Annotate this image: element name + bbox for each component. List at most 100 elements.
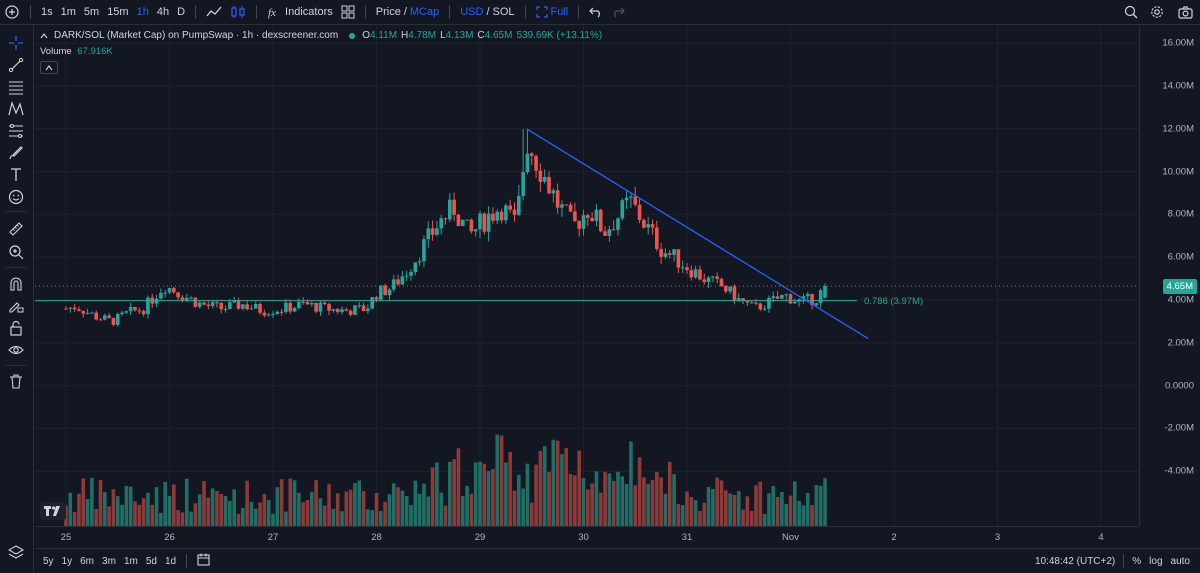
candle-body — [301, 301, 305, 303]
remove-drawings-tool[interactable] — [5, 370, 27, 392]
drawing-toolbar — [0, 25, 34, 573]
volume-bar — [68, 492, 73, 526]
candle-body — [133, 306, 137, 311]
candle-chart-type-button[interactable] — [226, 0, 250, 25]
volume-bar — [301, 502, 305, 526]
volume-bar — [141, 498, 146, 526]
candlestick-chart[interactable]: 0.786 (3.97M) — [35, 26, 1139, 526]
volume-bar — [517, 474, 521, 526]
divider — [186, 554, 188, 568]
range-6m-button[interactable]: 6m — [80, 555, 95, 567]
volume-bar — [279, 479, 284, 526]
price-mcap-toggle[interactable]: Price / MCap — [372, 0, 443, 25]
candle-body — [577, 221, 581, 229]
line-chart-type-button[interactable] — [202, 0, 226, 25]
collapse-legend-button[interactable] — [40, 61, 58, 74]
interval-1m-button[interactable]: 1m — [60, 6, 76, 18]
time-tick-label: 28 — [371, 532, 382, 543]
candle-body — [77, 309, 81, 311]
brush-tool[interactable] — [5, 142, 27, 164]
settings-button[interactable] — [1144, 0, 1170, 25]
volume-bar — [469, 493, 474, 526]
volume-bar — [788, 495, 793, 526]
slash: / — [486, 6, 490, 18]
range-5y-button[interactable]: 5y — [43, 555, 54, 567]
candle-body — [400, 276, 405, 285]
volume-bar — [133, 501, 137, 526]
candle-body — [284, 302, 288, 312]
full-button[interactable]: Full — [532, 0, 573, 25]
undo-button[interactable] — [585, 0, 607, 25]
object-tree-tool[interactable] — [5, 541, 27, 563]
high-value: 4.78M — [408, 30, 437, 41]
price-scale[interactable]: -4.00M -2.00M 0.0000 2.00M 4.00M 6.00M 8.00M 10… — [1139, 26, 1200, 526]
volume-bar — [159, 512, 163, 526]
candle-body — [568, 204, 573, 212]
zoom-tool[interactable] — [5, 241, 27, 263]
candle-body — [788, 294, 793, 304]
volume-bar — [616, 471, 620, 526]
candle-body — [314, 302, 318, 312]
volume-bar — [322, 505, 327, 526]
indicators-button[interactable]: fx Indicators — [263, 0, 337, 25]
screenshot-button[interactable] — [1170, 0, 1200, 25]
interval-5m-button[interactable]: 5m — [83, 6, 100, 18]
candle-body — [706, 277, 711, 283]
volume-bar — [749, 510, 754, 526]
hide-drawings-tool[interactable] — [5, 339, 27, 361]
currency-toggle[interactable]: USD / SOL — [456, 0, 518, 25]
quick-search-button[interactable] — [1118, 0, 1144, 25]
candle-body — [357, 305, 362, 307]
emoji-tool[interactable] — [5, 186, 27, 208]
volume-bar — [495, 434, 500, 526]
redo-button[interactable] — [607, 0, 629, 25]
candle-body — [491, 213, 495, 221]
range-5d-button[interactable]: 5d — [145, 555, 157, 567]
time-axis[interactable]: 25 26 27 28 29 30 31 Nov 2 3 4 — [35, 526, 1139, 548]
candle-body — [676, 249, 681, 268]
range-1m-button[interactable]: 1m — [123, 555, 138, 567]
pattern-tool[interactable] — [5, 98, 27, 120]
trendline-tool[interactable] — [5, 54, 27, 76]
clock[interactable]: 10:48:42 (UTC+2) — [1034, 555, 1116, 567]
projection-tool[interactable] — [5, 120, 27, 142]
candle-body — [146, 297, 150, 315]
layout-button[interactable] — [337, 0, 359, 25]
add-symbol-button[interactable] — [0, 0, 24, 25]
fullscreen-icon — [535, 6, 548, 18]
candle-body — [374, 297, 379, 300]
volume-bar — [193, 503, 198, 526]
candle-body — [482, 213, 487, 232]
interval-15m-button[interactable]: 15m — [107, 6, 129, 18]
volume-bar — [486, 471, 491, 526]
candle-body — [810, 293, 814, 306]
auto-toggle[interactable]: auto — [1170, 555, 1190, 567]
candle-body — [107, 315, 111, 318]
volume-bar — [784, 504, 788, 526]
volume-bar — [793, 481, 797, 526]
magnet-tool[interactable] — [5, 273, 27, 295]
interval-D-button[interactable]: D — [177, 6, 186, 18]
lock-drawings-tool[interactable] — [5, 317, 27, 339]
stay-drawing-tool[interactable] — [5, 295, 27, 317]
crosshair-tool[interactable] — [5, 32, 27, 54]
volume-bar — [603, 471, 607, 526]
text-tool[interactable] — [5, 164, 27, 186]
trendline-icon — [8, 57, 24, 73]
candle-body — [633, 196, 638, 205]
percent-toggle[interactable]: % — [1132, 555, 1142, 567]
horizontal-lines-tool[interactable] — [5, 76, 27, 98]
divider — [1123, 554, 1125, 568]
interval-1s-button[interactable]: 1s — [41, 6, 53, 18]
range-1d-button[interactable]: 1d — [164, 555, 177, 567]
interval-4h-button[interactable]: 4h — [156, 6, 170, 18]
range-3m-button[interactable]: 3m — [102, 555, 116, 567]
date-range-button[interactable] — [193, 553, 214, 569]
candle-body — [680, 267, 685, 269]
ruler-tool[interactable] — [5, 218, 27, 240]
volume-bar — [797, 500, 801, 526]
log-toggle[interactable]: log — [1149, 555, 1163, 567]
range-1y-button[interactable]: 1y — [61, 555, 73, 567]
interval-1h-button[interactable]: 1h — [136, 6, 149, 18]
volume-bar — [124, 486, 129, 526]
